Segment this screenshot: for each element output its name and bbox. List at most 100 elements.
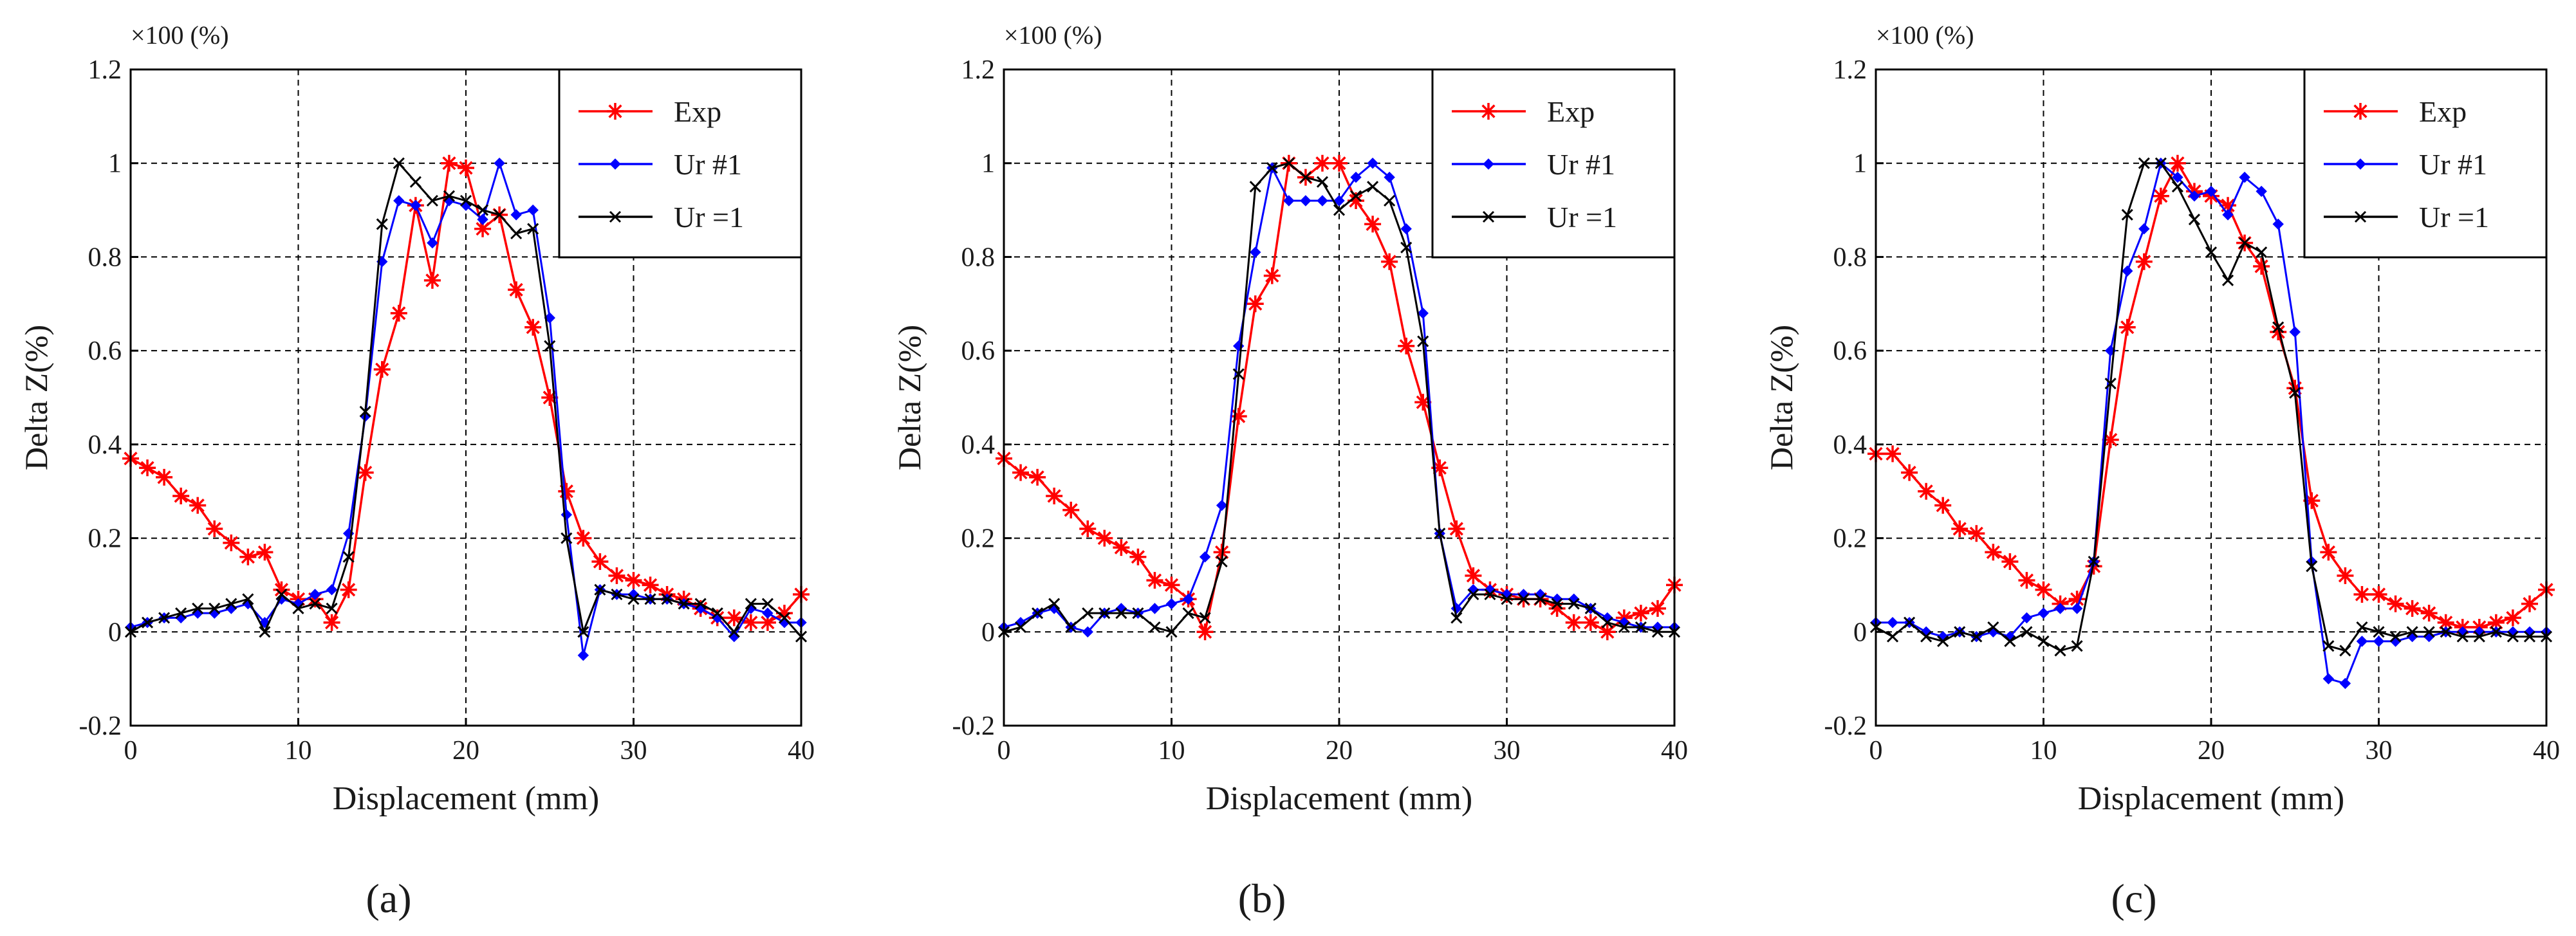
- data-point: [376, 218, 388, 230]
- data-point: [206, 520, 223, 537]
- data-point: [1398, 337, 1415, 354]
- data-point: [1985, 544, 2002, 561]
- data-point: [474, 220, 492, 237]
- x-tick-label: 10: [1158, 736, 1185, 766]
- data-point: [393, 195, 405, 206]
- data-point: [1618, 621, 1630, 634]
- data-point: [1199, 551, 1211, 563]
- y-tick-label: 0.8: [1833, 243, 1867, 272]
- legend-label: Exp: [674, 95, 721, 128]
- data-point: [1333, 195, 1345, 206]
- data-point: [326, 602, 338, 614]
- legend-item: Ur =1: [1452, 201, 1617, 234]
- data-point: [2021, 612, 2033, 624]
- data-point: [575, 529, 592, 547]
- data-point: [459, 194, 472, 207]
- y-tick-label: 0.6: [88, 336, 122, 366]
- data-point: [2289, 326, 2301, 338]
- data-point: [2205, 246, 2218, 259]
- legend-label: Exp: [2419, 95, 2467, 128]
- data-point: [1149, 621, 1161, 634]
- panel-label: (a): [366, 876, 411, 921]
- data-point: [1431, 459, 1449, 477]
- data-point: [342, 551, 355, 563]
- data-point: [1283, 157, 1295, 169]
- data-point: [158, 612, 171, 624]
- data-point: [1887, 617, 1898, 629]
- data-point: [2370, 586, 2387, 603]
- data-point: [2507, 630, 2519, 643]
- data-point: [2205, 185, 2217, 197]
- data-point: [1012, 464, 1030, 481]
- legend-label: Ur #1: [674, 148, 742, 181]
- data-point: [1079, 520, 1097, 537]
- y-tick-label: -0.2: [79, 711, 122, 741]
- data-point: [510, 227, 523, 240]
- data-point: [1349, 190, 1362, 202]
- data-point: [1517, 593, 1530, 605]
- y-tick-label: 0.8: [961, 243, 996, 272]
- data-point: [1113, 539, 1130, 556]
- y-axis-label: Delta Z(%): [18, 325, 54, 470]
- data-point: [225, 598, 237, 610]
- data-point: [1582, 614, 1599, 631]
- legend: Exp Ur #1 Ur =1: [558, 68, 802, 259]
- legend-item: Ur =1: [579, 201, 744, 234]
- data-point: [2306, 560, 2318, 573]
- data-point: [1331, 154, 1348, 172]
- y-axis-label: Delta Z(%): [891, 325, 927, 470]
- data-point: [2037, 607, 2050, 619]
- data-point: [644, 593, 656, 605]
- data-point: [1601, 616, 1613, 629]
- x-tick-label: 0: [997, 736, 1011, 766]
- data-point: [1146, 572, 1163, 589]
- data-point: [742, 614, 759, 631]
- legend-item: Ur =1: [2324, 201, 2489, 234]
- data-point: [1014, 621, 1027, 634]
- data-point: [2490, 626, 2502, 638]
- data-point: [2437, 614, 2454, 631]
- data-point: [1635, 621, 1647, 634]
- data-point: [256, 544, 273, 561]
- data-point: [1951, 520, 1969, 537]
- data-point: [1937, 635, 1949, 647]
- data-point: [309, 589, 321, 600]
- data-point: [440, 154, 458, 172]
- data-point: [1565, 614, 1582, 631]
- data-point: [458, 160, 474, 176]
- data-point: [1283, 195, 1295, 206]
- data-point: [1465, 567, 1482, 584]
- data-point: [759, 614, 776, 631]
- legend-swatch-marker: [2352, 103, 2369, 120]
- data-point: [1364, 216, 1382, 233]
- data-point: [761, 598, 774, 610]
- data-point: [2320, 544, 2337, 561]
- data-point: [1317, 195, 1328, 206]
- data-point: [409, 176, 422, 188]
- data-point: [1249, 181, 1261, 193]
- data-point: [2404, 600, 2421, 617]
- data-point: [223, 534, 240, 551]
- legend-item: Exp: [579, 95, 721, 128]
- data-point: [527, 204, 539, 216]
- x-tick-label: 40: [788, 736, 815, 766]
- data-point: [544, 340, 556, 352]
- x-axis-label: Displacement (mm): [2078, 780, 2344, 817]
- data-point: [1632, 605, 1649, 622]
- data-point: [1534, 593, 1546, 605]
- data-point: [524, 318, 542, 336]
- data-point: [2021, 626, 2033, 638]
- data-point: [1954, 626, 1966, 638]
- data-point: [1367, 158, 1378, 169]
- data-point: [1266, 161, 1278, 174]
- data-point: [1417, 307, 1429, 319]
- y-tick-label: 0.8: [88, 243, 122, 272]
- data-point: [2172, 171, 2183, 183]
- data-point: [1046, 488, 1063, 504]
- data-point: [242, 593, 254, 605]
- data-point: [1651, 626, 1664, 638]
- x-axis-label: Displacement (mm): [1206, 780, 1472, 817]
- data-point: [1096, 529, 1113, 547]
- data-point: [611, 588, 623, 601]
- data-point: [1062, 501, 1080, 518]
